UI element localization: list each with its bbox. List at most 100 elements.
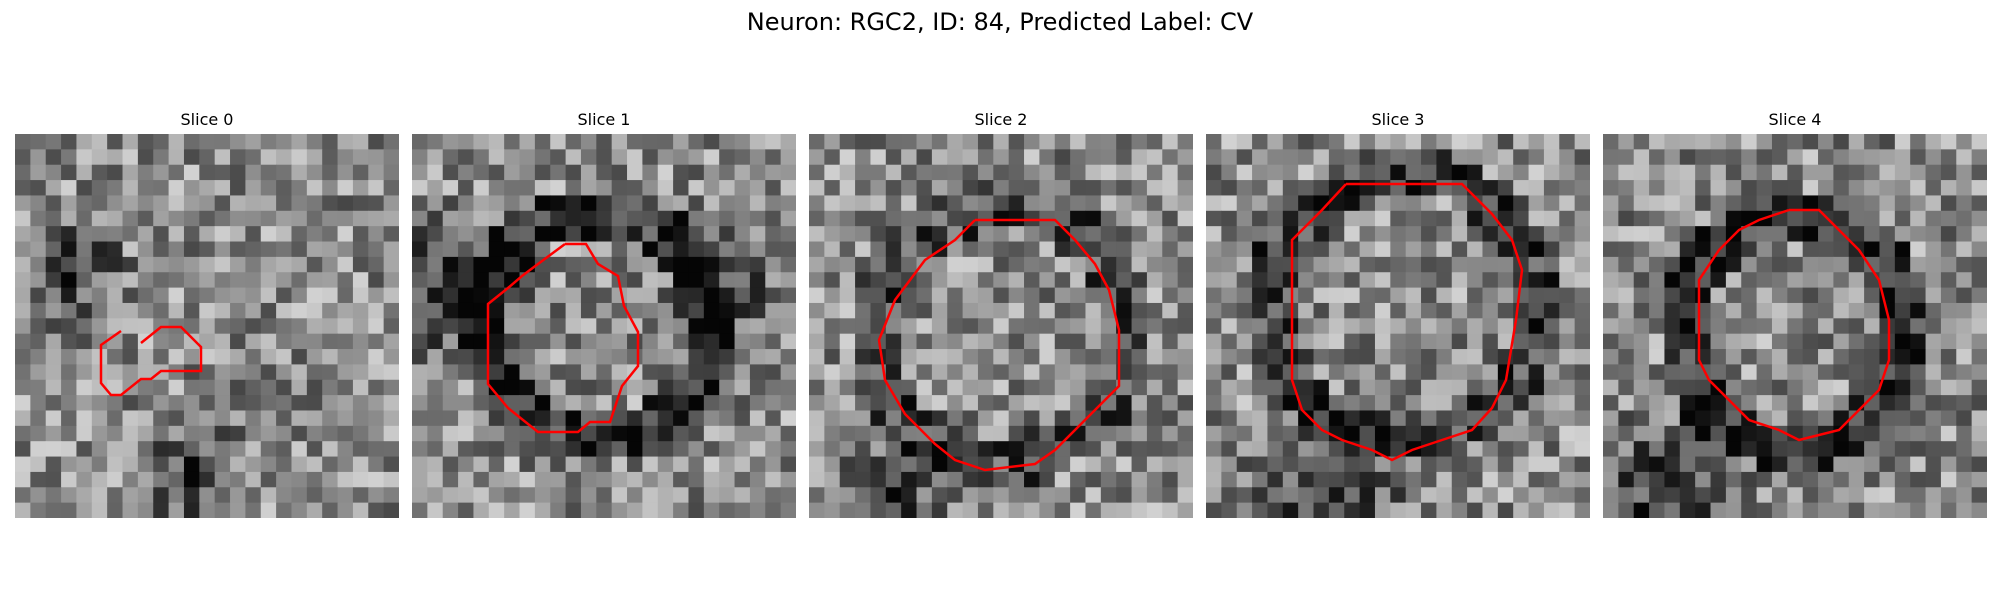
image-pixel [565, 241, 582, 258]
image-pixel [1910, 410, 1927, 427]
image-pixel [183, 379, 200, 396]
image-pixel [276, 502, 292, 518]
image-pixel [519, 379, 536, 396]
image-pixel [1771, 364, 1788, 381]
image-pixel [1603, 456, 1619, 473]
image-pixel [993, 180, 1010, 196]
image-pixel [1848, 226, 1865, 243]
image-pixel [230, 456, 246, 473]
image-pixel [719, 502, 736, 518]
image-pixel [107, 318, 124, 335]
image-pixel [15, 349, 31, 365]
image-pixel [1267, 226, 1284, 243]
image-pixel [901, 226, 918, 243]
image-pixel [473, 487, 490, 504]
image-pixel [1818, 195, 1834, 212]
image-pixel [1771, 256, 1788, 273]
image-pixel [260, 287, 277, 304]
image-pixel [885, 287, 902, 304]
image-pixel [780, 333, 796, 350]
image-pixel [442, 134, 459, 150]
image-pixel [1513, 410, 1530, 427]
image-pixel [1664, 487, 1681, 504]
image-pixel [931, 487, 948, 504]
image-pixel [596, 333, 613, 350]
image-pixel [673, 226, 689, 243]
image-pixel [580, 364, 597, 381]
image-pixel [91, 226, 108, 243]
image-pixel [1741, 487, 1758, 504]
image-pixel [1971, 364, 1987, 381]
image-pixel [352, 149, 369, 166]
image-pixel [1221, 471, 1238, 488]
image-pixel [688, 256, 705, 273]
image-pixel [734, 425, 751, 442]
image-pixel [947, 502, 964, 518]
image-pixel [1146, 272, 1163, 289]
image-pixel [1956, 287, 1973, 304]
image-pixel [61, 302, 77, 319]
image-pixel [580, 272, 597, 289]
image-pixel [1405, 333, 1422, 350]
image-pixel [1618, 410, 1635, 427]
image-pixel [412, 333, 428, 350]
image-pixel [1206, 195, 1222, 212]
image-pixel [1497, 164, 1514, 181]
image-pixel [352, 333, 369, 350]
image-pixel [962, 487, 979, 504]
image-pixel [734, 471, 751, 488]
image-pixel [1618, 256, 1635, 273]
image-pixel [550, 471, 567, 488]
image-pixel [1482, 134, 1499, 150]
image-pixel [1679, 333, 1696, 350]
image-pixel [1436, 487, 1453, 504]
image-pixel [1633, 333, 1650, 350]
image-pixel [1344, 333, 1361, 350]
image-pixel [1971, 210, 1987, 227]
image-pixel [1206, 302, 1222, 319]
image-pixel [765, 287, 782, 304]
image-pixel [688, 318, 705, 335]
image-pixel [1344, 302, 1361, 319]
image-pixel [1940, 441, 1957, 458]
image-pixel [1467, 287, 1483, 304]
image-pixel [534, 302, 551, 319]
image-pixel [688, 287, 705, 304]
image-pixel [1039, 471, 1056, 488]
image-pixel [383, 379, 399, 396]
image-pixel [1802, 487, 1819, 504]
image-pixel [1679, 318, 1696, 335]
image-pixel [1024, 272, 1040, 289]
image-pixel [1282, 502, 1299, 518]
image-pixel [931, 395, 948, 411]
image-pixel [749, 333, 766, 350]
image-pixel [1879, 272, 1896, 289]
image-pixel [137, 272, 154, 289]
image-pixel [368, 349, 385, 365]
image-pixel [30, 379, 47, 396]
image-pixel [1252, 149, 1268, 166]
image-pixel [1054, 180, 1071, 196]
slice-image-2 [809, 134, 1193, 518]
image-pixel [977, 149, 994, 166]
image-pixel [1328, 364, 1345, 381]
image-pixel [473, 195, 490, 212]
image-pixel [1664, 333, 1681, 350]
image-pixel [1131, 410, 1148, 427]
image-pixel [1116, 272, 1133, 289]
image-pixel [596, 195, 613, 212]
image-pixel [153, 302, 170, 319]
image-pixel [519, 134, 536, 150]
image-pixel [1833, 502, 1850, 518]
image-pixel [214, 134, 231, 150]
image-pixel [1146, 425, 1163, 442]
image-pixel [749, 502, 766, 518]
image-pixel [885, 333, 902, 350]
image-pixel [1894, 195, 1911, 212]
image-pixel [1467, 210, 1483, 227]
image-pixel [1649, 333, 1665, 350]
image-pixel [1451, 471, 1468, 488]
image-pixel [765, 195, 782, 212]
image-pixel [352, 256, 369, 273]
image-pixel [1574, 364, 1590, 381]
